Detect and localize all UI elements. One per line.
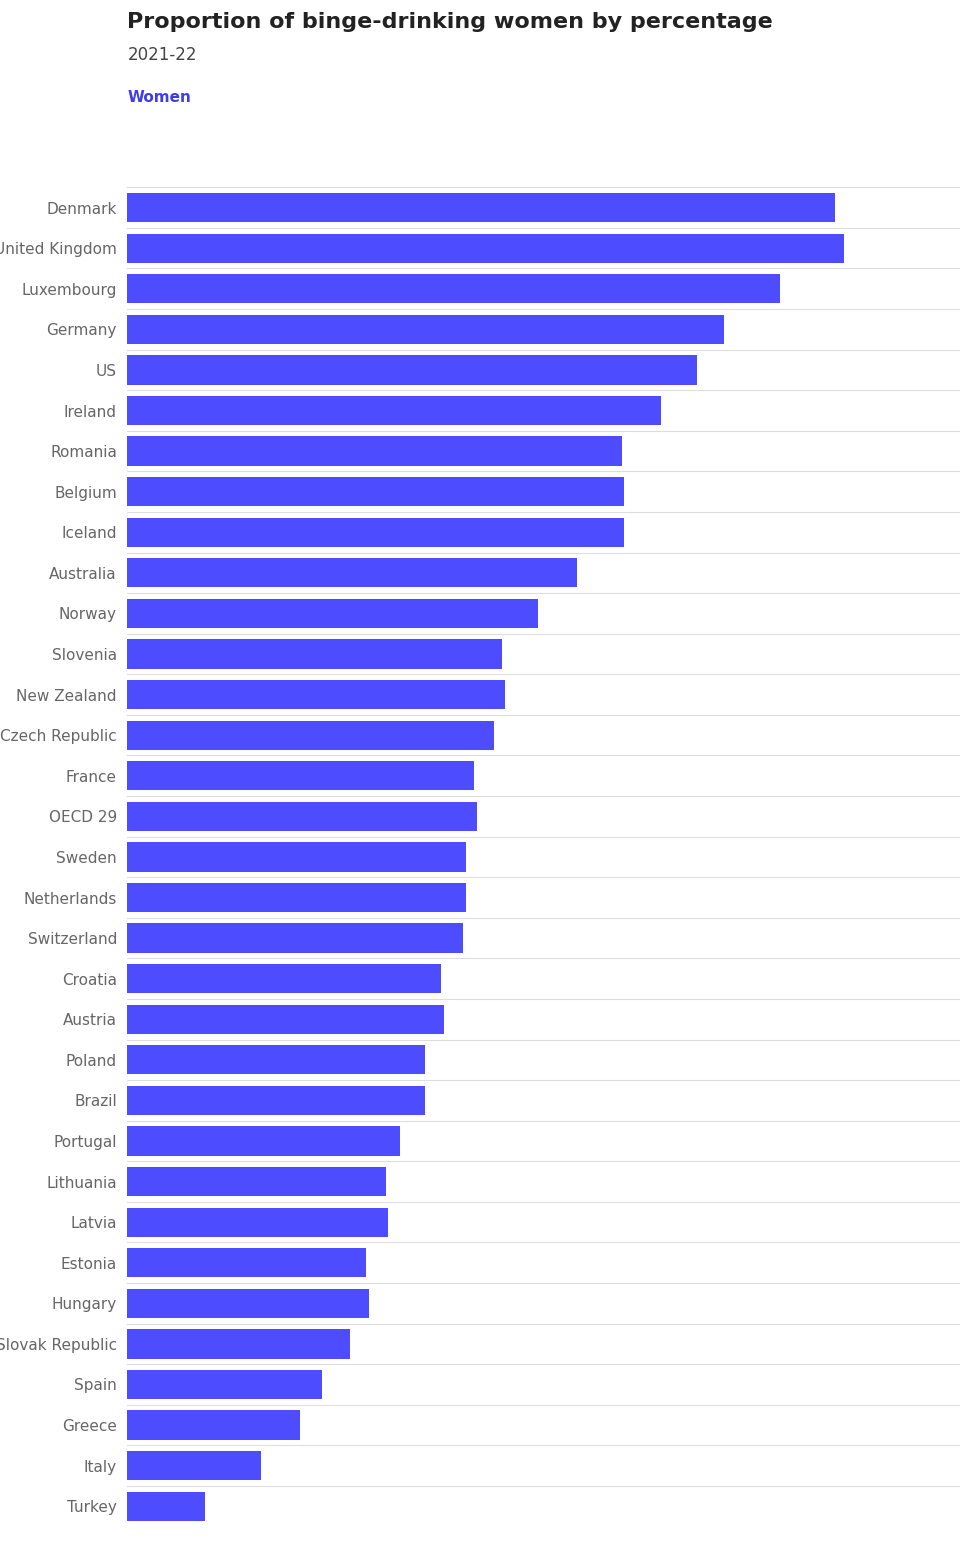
Bar [127, 315, 724, 344]
Text: 2021-22: 2021-22 [127, 46, 197, 65]
Bar [127, 1411, 300, 1439]
Bar [127, 801, 477, 831]
Bar [127, 923, 464, 953]
Bar [127, 761, 474, 791]
Bar [127, 1085, 424, 1115]
Bar [127, 477, 624, 506]
Bar [127, 1127, 400, 1155]
Bar [127, 233, 844, 262]
Bar [127, 639, 502, 669]
Bar [127, 559, 577, 587]
Bar [127, 1045, 424, 1075]
Bar [127, 843, 466, 871]
Bar [127, 1329, 350, 1359]
Bar [127, 1370, 321, 1399]
Bar [127, 395, 661, 425]
Text: Women: Women [127, 90, 191, 105]
Bar [127, 1167, 386, 1197]
Bar [127, 883, 466, 913]
Bar [127, 1289, 368, 1319]
Bar [127, 1451, 261, 1481]
Bar [127, 275, 780, 303]
Bar [127, 721, 494, 750]
Bar [127, 1492, 205, 1521]
Bar [127, 355, 697, 384]
Bar [127, 1207, 388, 1237]
Bar [127, 1248, 367, 1277]
Bar [127, 679, 505, 709]
Text: Proportion of binge-drinking women by percentage: Proportion of binge-drinking women by pe… [127, 12, 773, 32]
Bar [127, 437, 621, 466]
Bar [127, 599, 538, 628]
Bar [127, 963, 441, 993]
Bar [127, 1005, 444, 1034]
Bar [127, 517, 624, 547]
Bar [127, 193, 835, 222]
